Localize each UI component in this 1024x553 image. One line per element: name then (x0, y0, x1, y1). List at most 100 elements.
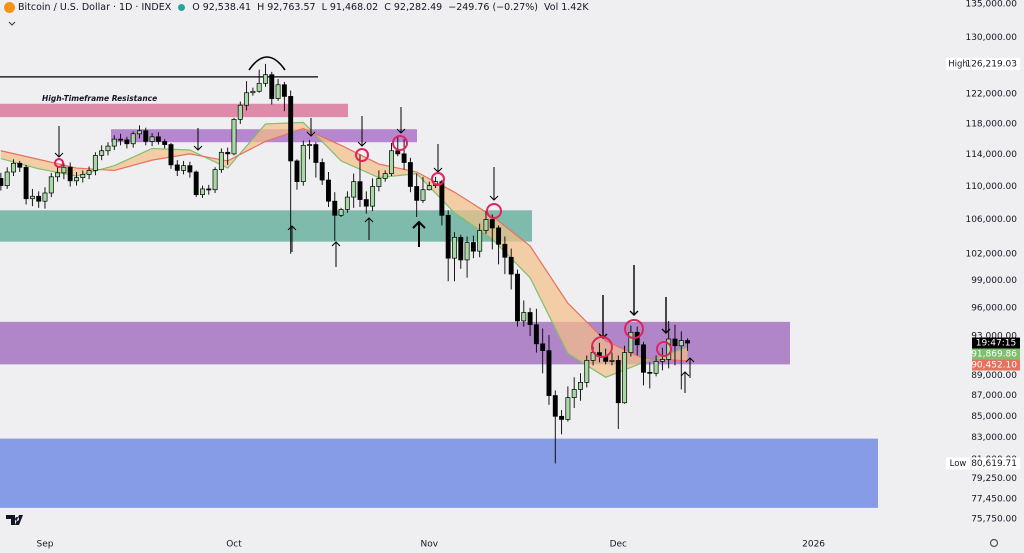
candle-body (685, 340, 691, 344)
candle-body (571, 389, 577, 398)
candle-body (458, 236, 464, 261)
y-tick-label: 110,000.00 (965, 182, 1017, 192)
y-tick-label: 87,000.00 (971, 391, 1017, 401)
ohlc-key: L (321, 2, 327, 13)
candle-body (363, 199, 369, 207)
candle-body (237, 104, 243, 120)
annotation-circle (486, 203, 502, 219)
zone (0, 103, 348, 118)
marker-name-box (946, 457, 970, 470)
candle-body (382, 173, 388, 179)
annotation-arc (248, 56, 286, 71)
marker-name: Low (950, 459, 967, 469)
candle-body (4, 171, 10, 187)
annotation-arrowhead (412, 220, 426, 229)
candle-body (143, 130, 149, 142)
candle-body (162, 141, 168, 145)
candle-body (124, 139, 130, 145)
candle-body (23, 166, 29, 200)
candle-body (250, 90, 256, 94)
y-tick-label: 135,000.00 (965, 0, 1017, 9)
candle-body (86, 170, 92, 175)
candle-body (615, 360, 621, 404)
candle-body (489, 219, 495, 229)
candle-body (29, 195, 35, 200)
candle-body (483, 219, 489, 231)
annotation-arrowhead (306, 131, 316, 137)
x-tick-label: Nov (420, 540, 438, 550)
candle-body (275, 84, 281, 99)
candle-body (288, 96, 294, 162)
legend-header: Bitcoin / U.S. Dollar · 1D · INDEX O 92,5… (4, 2, 592, 13)
annotation-circle (392, 135, 408, 151)
ohlc-value: 92,282.49 (393, 2, 443, 13)
candle-body (130, 133, 136, 145)
y-tick-label: 96,000.00 (971, 303, 1017, 313)
candle-body (269, 74, 275, 99)
annotation-arrowhead (331, 241, 341, 247)
candle-body (452, 236, 457, 259)
y-tick-label: 106,000.00 (965, 215, 1017, 225)
ma-band (0, 122, 688, 378)
y-tick-label: 85,000.00 (971, 412, 1017, 422)
countdown-tag (972, 337, 1020, 349)
candle-body (641, 344, 646, 373)
candle-body (212, 169, 218, 191)
candle-body (622, 352, 628, 404)
candle-body (80, 174, 86, 178)
candle-body (181, 165, 187, 171)
candle-body (395, 150, 401, 155)
annotation-circle (591, 336, 613, 358)
zone (0, 210, 532, 242)
ohlc-key: C (384, 2, 391, 13)
annotation-circle (431, 172, 445, 186)
candle-body (533, 324, 539, 345)
marker-value-box (972, 457, 1020, 470)
candle-body (584, 360, 590, 383)
annotation-arrowhead (489, 195, 499, 201)
candle-body (256, 82, 262, 92)
candle-body (99, 150, 105, 156)
candle-body (36, 195, 42, 202)
candle-body (55, 172, 61, 178)
candle-body (326, 179, 331, 202)
y-tick-label: 77,450.00 (971, 495, 1017, 505)
x-tick-label: 2026 (802, 540, 825, 550)
candle-body (496, 227, 502, 245)
change: −249.76 (−0.27%) (448, 2, 539, 13)
y-tick-label: 79,250.00 (971, 474, 1017, 484)
candle-body (515, 273, 520, 322)
candle-body (470, 242, 476, 252)
ohlc-key: H (257, 2, 265, 13)
candle-body (187, 165, 193, 173)
settings-icon (989, 538, 999, 548)
annotation-arrowhead (629, 310, 639, 316)
annotation-arrowhead (54, 152, 64, 158)
ohlc-key: O (192, 2, 200, 13)
candle-body (370, 186, 376, 207)
candle-body (67, 166, 73, 182)
candle-body (407, 162, 413, 187)
candle-body (118, 138, 124, 141)
marker-value: 80,619.71 (971, 459, 1017, 469)
marker-name-box (946, 57, 970, 70)
candle-body (231, 119, 237, 155)
candle-body (376, 178, 382, 187)
annotation-arrowhead (193, 145, 203, 151)
symbol-title[interactable]: Bitcoin / U.S. Dollar · 1D · INDEX (18, 2, 172, 13)
annotation-arrowhead (357, 141, 367, 147)
market-status (178, 4, 186, 11)
candle-body (344, 196, 350, 210)
ma-value-tag (972, 348, 1020, 360)
candle-body (168, 144, 174, 166)
zone (0, 438, 878, 508)
ohlc-value: 92,538.41 (202, 2, 252, 13)
annotation-arrowhead (364, 217, 374, 223)
annotation-arrowhead (680, 371, 690, 377)
ma-line (0, 127, 688, 362)
candle-body (155, 136, 161, 142)
candle-body (552, 395, 558, 417)
candle-body (647, 371, 653, 374)
candle-body (426, 185, 432, 191)
candle-body (351, 181, 357, 198)
